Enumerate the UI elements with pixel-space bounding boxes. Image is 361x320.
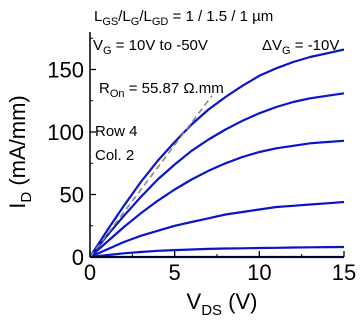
x-tick-label: 5 [169,260,181,285]
y-tick-label: 100 [47,120,84,145]
y-tick-label: 0 [72,245,84,270]
y-tick-label: 50 [60,183,84,208]
x-tick-label: 15 [332,260,356,285]
y-tick-label: 150 [47,58,84,83]
series-line-3 [89,139,345,258]
vg-sweep-label: VG = 10V to -50V [93,37,208,57]
x-axis-title: VDS (V) [187,289,258,319]
y-axis-title: ID (mA/mm) [5,95,35,209]
x-tick-label: 0 [84,260,96,285]
series-line-5 [89,245,345,259]
ron-label: ROn = 55.87 Ω.mm [99,80,224,100]
series-line-2 [89,92,345,258]
series-line-4 [89,200,345,259]
vg-step-label: ΔVG = -10V [262,37,339,57]
row-label: Row 4 [95,123,138,140]
ron-extrapolation-line [89,95,213,258]
col-label: Col. 2 [95,147,134,164]
gate-length-ratio: LGS/LG/LGD = 1 / 1.5 / 1 µm [94,8,273,28]
series-line-1 [89,48,345,258]
x-tick-label: 10 [247,260,271,285]
